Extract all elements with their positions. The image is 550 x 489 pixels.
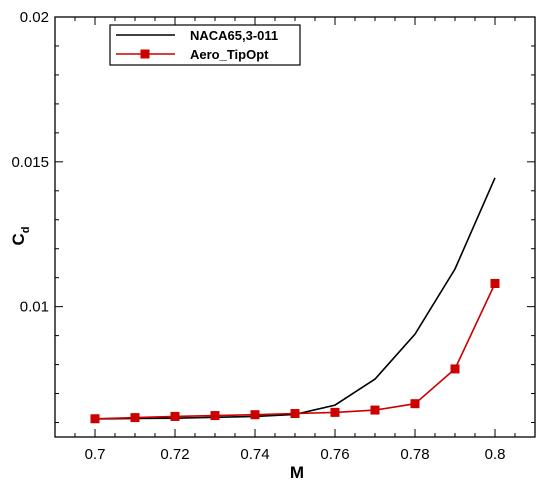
x-axis-title: M <box>290 463 304 482</box>
series-point-1 <box>290 409 300 419</box>
y-tick-label: 0.01 <box>20 299 49 316</box>
y-axis-title-sub: d <box>20 226 32 233</box>
plot-border <box>54 16 536 438</box>
y-tick-label: 0.02 <box>20 9 49 26</box>
x-tick-label: 0.76 <box>320 446 349 463</box>
series-point-1 <box>370 405 380 415</box>
x-axis: 0.7 0.72 0.74 0.76 0.78 0.8 <box>54 17 536 463</box>
legend-label-aero: Aero_TipOpt <box>190 47 269 62</box>
y-axis-title-main: C <box>9 233 28 245</box>
series-point-1 <box>410 399 420 409</box>
series-line-0 <box>94 177 496 420</box>
y-axis-title: Cd <box>9 226 32 245</box>
series-point-1 <box>210 411 220 421</box>
legend-marker-aero <box>140 49 150 59</box>
series-point-1 <box>90 414 100 424</box>
x-tick-label: 0.7 <box>85 446 106 463</box>
series-point-1 <box>130 413 140 423</box>
series-point-1 <box>450 364 460 374</box>
legend-label-naca: NACA65,3-011 <box>190 28 278 43</box>
x-tick-label: 0.74 <box>240 446 269 463</box>
svg-text:Cd: Cd <box>9 226 32 245</box>
series-line-1 <box>94 283 496 420</box>
series-layer <box>90 177 500 424</box>
x-tick-label: 0.72 <box>160 446 189 463</box>
x-tick-label: 0.78 <box>400 446 429 463</box>
y-tick-label: 0.015 <box>11 154 49 171</box>
series-point-1 <box>490 278 500 288</box>
series-point-1 <box>330 407 340 417</box>
series-point-1 <box>170 411 180 421</box>
x-tick-label: 0.8 <box>485 446 506 463</box>
y-axis: 0.01 0.015 0.02 <box>11 9 535 424</box>
plot-frame <box>54 16 536 438</box>
series-point-1 <box>250 410 260 420</box>
legend: NACA65,3-011 Aero_TipOpt <box>109 24 301 66</box>
